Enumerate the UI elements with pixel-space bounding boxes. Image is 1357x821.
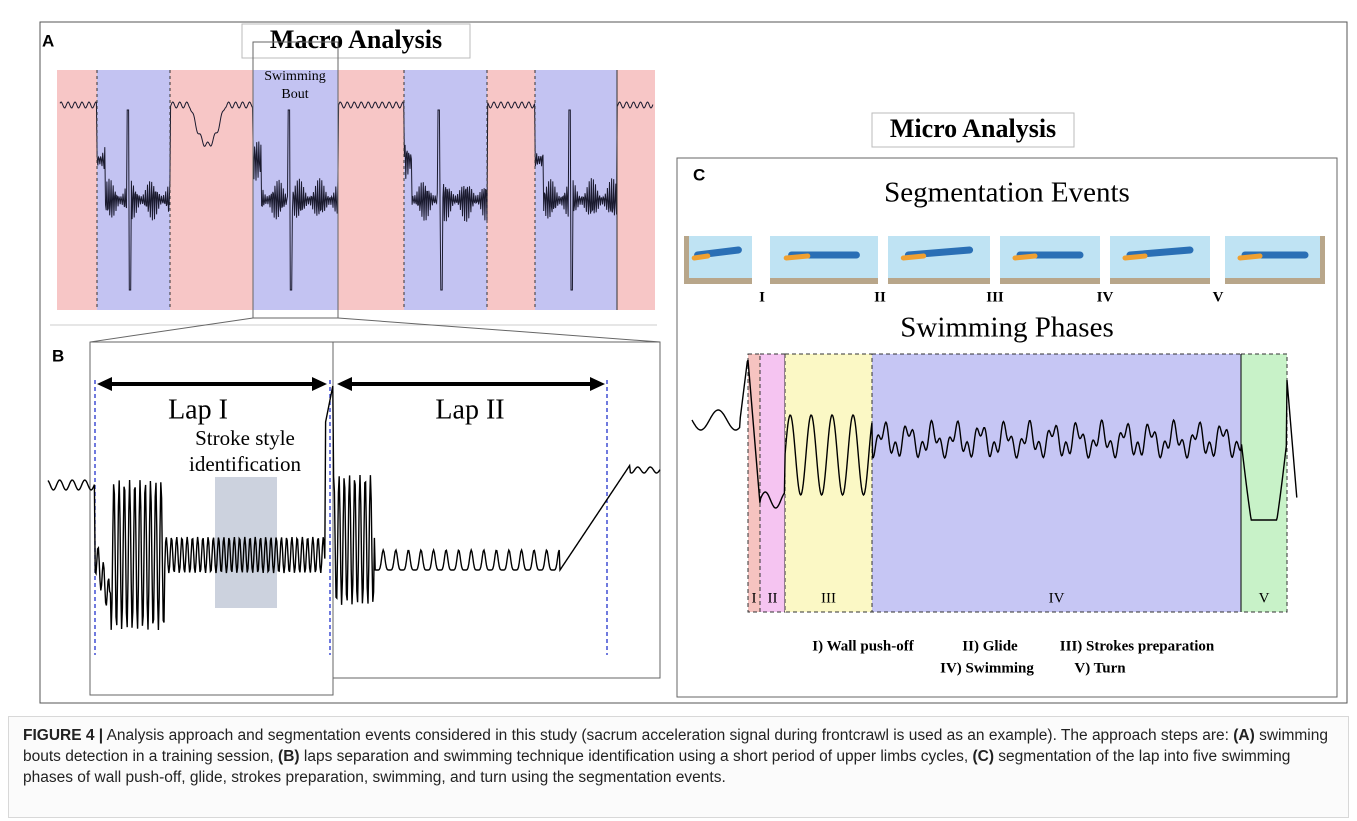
phase-label: V xyxy=(1259,590,1270,606)
section-title: Swimming Phases xyxy=(900,312,1114,344)
caption-text: Analysis approach and segmentation event… xyxy=(23,727,1328,786)
signal xyxy=(48,386,660,630)
event-label: III xyxy=(986,289,1004,305)
stroke-label: Stroke style xyxy=(195,426,295,450)
caption-segment: laps separation and swimming technique i… xyxy=(300,748,973,765)
legend-item: V) Turn xyxy=(1074,660,1126,676)
lap-label: Lap II xyxy=(435,394,504,425)
caption: FIGURE 4 | Analysis approach and segment… xyxy=(8,716,1349,818)
caption-segment: (A) xyxy=(1233,727,1255,744)
wall xyxy=(684,236,689,284)
stroke-label: identification xyxy=(189,452,301,476)
event-label: II xyxy=(874,289,886,305)
floor xyxy=(1000,278,1100,284)
phase xyxy=(872,354,1241,612)
section-title: Segmentation Events xyxy=(884,177,1130,209)
caption-segment: (C) xyxy=(972,748,994,765)
floor xyxy=(684,278,752,284)
legend-item: I) Wall push-off xyxy=(812,638,914,654)
swimmer-limb xyxy=(786,256,808,258)
swimmer-limb xyxy=(1240,256,1260,258)
legend-item: III) Strokes preparation xyxy=(1060,638,1215,654)
figure: A Macro Analysis Swimming Bout B Lap I L… xyxy=(0,0,1357,712)
panel-title: Micro Analysis xyxy=(890,114,1056,143)
phase-label: IV xyxy=(1049,590,1065,606)
caption-label: FIGURE 4 | xyxy=(23,727,103,744)
segment xyxy=(535,70,617,310)
swimmer-limb xyxy=(1125,256,1145,258)
bout-label: Bout xyxy=(281,87,308,102)
wall xyxy=(1320,236,1325,284)
phase xyxy=(1241,354,1287,612)
caption-segment: (B) xyxy=(278,748,300,765)
panel-label: B xyxy=(52,346,64,365)
phase-label: I xyxy=(752,590,757,606)
panel-label: A xyxy=(42,31,54,50)
segment xyxy=(487,70,535,310)
event-label: V xyxy=(1213,289,1224,305)
swimmer-limb xyxy=(1015,256,1035,258)
bout-label: Swimming xyxy=(264,69,325,84)
swimmer-limb xyxy=(903,256,923,258)
phase xyxy=(760,354,785,612)
floor xyxy=(888,278,990,284)
floor xyxy=(1110,278,1210,284)
event-label: IV xyxy=(1097,289,1114,305)
legend-item: II) Glide xyxy=(962,638,1018,654)
lap-label: Lap I xyxy=(168,394,228,425)
legend-item: IV) Swimming xyxy=(940,660,1034,676)
phase-label: II xyxy=(768,590,778,606)
floor xyxy=(1225,278,1325,284)
panel-label: C xyxy=(693,165,705,184)
phase-label: III xyxy=(821,590,836,606)
caption-segment: Analysis approach and segmentation event… xyxy=(107,727,1234,744)
floor xyxy=(770,278,878,284)
zoom-frame xyxy=(90,318,660,695)
legend: I) Wall push-off II) Glide III) Strokes … xyxy=(812,638,1215,676)
swimmer-limb xyxy=(694,256,708,258)
page: A Macro Analysis Swimming Bout B Lap I L… xyxy=(0,0,1357,821)
event-label: I xyxy=(759,289,765,305)
panel-title: Macro Analysis xyxy=(270,25,442,54)
